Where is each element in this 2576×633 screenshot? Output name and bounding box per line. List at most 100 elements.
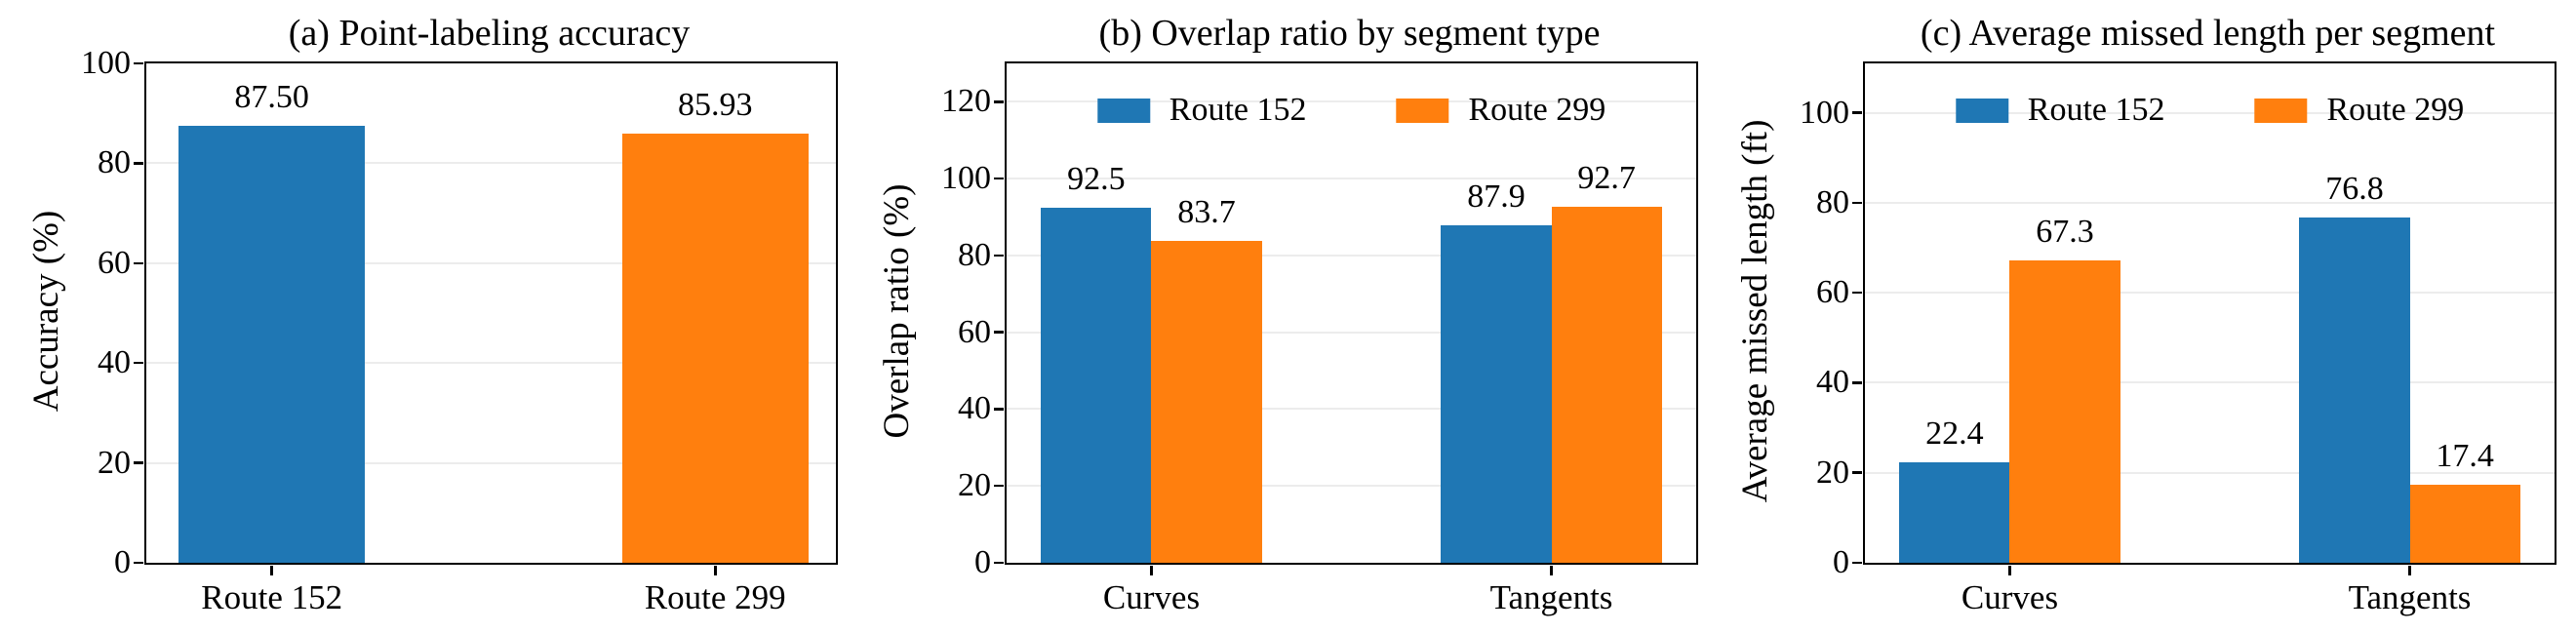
legend-label: Route 299 (1468, 92, 1606, 128)
bar-value-label-route-299-tangents: 17.4 (2436, 437, 2494, 474)
y-tick-mark (134, 561, 143, 565)
x-tick-label: Tangents (1489, 578, 1613, 616)
bar-route-299-curves (2009, 259, 2120, 563)
y-tick-label: 20 (98, 444, 131, 481)
y-tick-label: 0 (974, 544, 991, 580)
bar-value-label-route-152-curves: 92.5 (1067, 160, 1126, 197)
y-tick-label: 20 (1816, 454, 1849, 491)
subplot-a: (a) Point-labeling accuracy Accuracy (%)… (0, 0, 858, 633)
bar-value-label-route-299-curves: 67.3 (2036, 213, 2094, 250)
y-tick-mark (134, 162, 143, 165)
bar-value-label-route-152-tangents: 76.8 (2325, 170, 2384, 207)
gridline-y20 (1865, 471, 2555, 474)
y-tick-mark (994, 331, 1004, 334)
subplot-b: (b) Overlap ratio by segment type Overla… (858, 0, 1717, 633)
bar-route-299-tangents (2409, 484, 2520, 563)
legend-label: Route 152 (1169, 92, 1307, 128)
bar-value-label-route-152-tangents: 87.9 (1467, 178, 1526, 215)
subplot-c: (c) Average missed length per segment Av… (1717, 0, 2576, 633)
chart-title-c: (c) Average missed length per segment (1920, 13, 2496, 54)
legend-swatch-icon (2254, 98, 2308, 123)
bar-route-152 (178, 126, 366, 563)
gridline-y20 (146, 461, 836, 464)
plot-area-c: 0 20 40 60 80 100 Curves Tangents 22.4 76.8 67.3 17… (1800, 61, 2556, 616)
gridline-y120 (1007, 100, 1696, 103)
legend-swatch-icon (1396, 98, 1449, 123)
gridline-y100 (1007, 178, 1696, 180)
y-tick-mark (994, 408, 1004, 411)
chart-title-a: (a) Point-labeling accuracy (288, 13, 691, 54)
x-tick-mark (270, 566, 273, 575)
chart-title-b: (b) Overlap ratio by segment type (1098, 13, 1601, 54)
bar-route-299-tangents (1551, 206, 1662, 563)
x-tick-label: Curves (1102, 578, 1201, 616)
x-tick-label: Curves (1961, 578, 2059, 616)
y-tick-label: 20 (958, 467, 991, 504)
y-tick-label: 80 (958, 236, 991, 273)
gridline-y40 (1865, 381, 2555, 384)
y-tick-mark (994, 177, 1004, 180)
gridline-y60 (1865, 292, 2555, 295)
legend-label: Route 152 (2027, 92, 2165, 128)
bar-route-299-curves (1151, 241, 1262, 563)
bar-value-label-route-299-curves: 83.7 (1177, 194, 1236, 231)
y-tick-mark (1852, 381, 1862, 384)
gridline-y100 (1865, 111, 2555, 114)
gridline-y40 (1007, 408, 1696, 411)
x-tick-label: Route 152 (201, 578, 343, 616)
y-tick-mark (994, 100, 1004, 103)
y-tick-label: 100 (941, 160, 991, 197)
gridline-y60 (1007, 331, 1696, 334)
y-tick-mark (134, 361, 143, 365)
y-tick-mark (1852, 561, 1862, 565)
y-tick-label: 40 (98, 344, 131, 381)
bar-route-152-curves (1041, 207, 1152, 563)
bar-route-152-curves (1899, 461, 2010, 563)
legend-entry-route-152: Route 152 (1096, 89, 1307, 132)
bar-route-152-tangents (2299, 217, 2410, 563)
y-tick-mark (994, 561, 1004, 565)
bar-value-label-route-299-tangents: 92.7 (1577, 159, 1636, 196)
plot-area-b: 0 20 40 60 80 100 120 Curves Tangents 92.5 87.9 83.… (941, 61, 1698, 616)
x-tick-mark (2008, 566, 2011, 575)
y-tick-label: 60 (958, 313, 991, 350)
y-tick-label: 0 (114, 544, 131, 580)
bar-value-label-route-299: 85.93 (678, 87, 753, 124)
x-tick-label: Route 299 (644, 578, 786, 616)
y-tick-mark (1852, 471, 1862, 474)
bar-route-299 (621, 134, 809, 563)
y-tick-label: 80 (1816, 183, 1849, 220)
x-tick-label: Tangents (2348, 578, 2472, 616)
legend-entry-route-152: Route 152 (1955, 89, 2165, 132)
gridline-y60 (146, 261, 836, 264)
legend-label: Route 299 (2326, 92, 2465, 128)
y-tick-label: 80 (98, 144, 131, 181)
bar-route-152-tangents (1441, 224, 1552, 563)
y-tick-label: 60 (1816, 274, 1849, 311)
y-tick-mark (994, 484, 1004, 488)
legend: Route 152 Route 299 (1096, 89, 1606, 132)
bar-value-label-route-152: 87.50 (234, 79, 309, 115)
y-tick-label: 100 (81, 45, 131, 81)
bar-value-label-route-152-curves: 22.4 (1925, 415, 1984, 452)
legend-swatch-icon (1955, 98, 2008, 123)
y-tick-mark (1852, 111, 1862, 114)
y-tick-label: 0 (1833, 544, 1849, 580)
legend-entry-route-299: Route 299 (1396, 89, 1606, 132)
legend: Route 152 Route 299 (1955, 89, 2465, 132)
x-tick-mark (2408, 566, 2411, 575)
y-tick-mark (994, 254, 1004, 257)
y-tick-label: 60 (98, 244, 131, 281)
y-tick-label: 40 (958, 390, 991, 427)
y-tick-label: 40 (1816, 364, 1849, 401)
x-tick-mark (1150, 566, 1153, 575)
y-axis-label-a: Accuracy (%) (26, 210, 66, 413)
x-tick-mark (714, 566, 717, 575)
y-tick-mark (134, 461, 143, 464)
gridline-y80 (146, 162, 836, 165)
y-tick-mark (1852, 291, 1862, 295)
legend-swatch-icon (1096, 98, 1150, 123)
gridline-y40 (146, 362, 836, 365)
legend-entry-route-299: Route 299 (2254, 89, 2465, 132)
